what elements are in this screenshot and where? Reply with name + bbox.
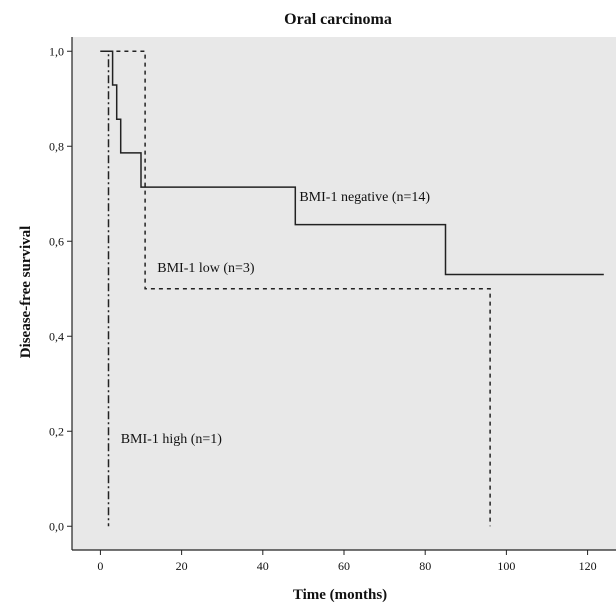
x-tick-label: 80 (419, 559, 431, 573)
x-axis-label: Time (months) (293, 587, 387, 603)
survival-curve-dashed (100, 50, 491, 527)
survival-curve-solid (100, 50, 604, 276)
y-tick-label: 0,6 (49, 234, 64, 248)
y-tick-label: 0,8 (49, 139, 64, 153)
x-tick-label: 120 (579, 559, 597, 573)
annotation-layer: BMI-1 negative (n=14) BMI-1 low (n=3) BMI-… (121, 190, 431, 447)
y-ticks: 0,0 0,2 0,4 0,6 0,8 1,0 (49, 44, 72, 533)
x-tick-label: 0 (97, 559, 103, 573)
y-tick-label: 0,2 (49, 424, 64, 438)
series-annotation: BMI-1 negative (n=14) (299, 190, 430, 205)
chart-title: Oral carcinoma (284, 11, 392, 28)
series-layer (100, 50, 604, 527)
y-tick-label: 0,4 (49, 329, 64, 343)
x-tick-label: 40 (257, 559, 269, 573)
x-tick-label: 100 (497, 559, 515, 573)
series-annotation: BMI-1 low (n=3) (157, 261, 255, 276)
x-ticks: 0 20 40 60 80 100 120 (97, 550, 597, 573)
survival-curve-dashdot (100, 50, 110, 527)
y-axis-label: Disease-free survival (18, 226, 34, 359)
y-tick-label: 1,0 (49, 44, 64, 58)
x-tick-label: 20 (176, 559, 188, 573)
x-tick-label: 60 (338, 559, 350, 573)
plot-area (72, 37, 616, 550)
series-annotation: BMI-1 high (n=1) (121, 432, 223, 447)
y-tick-label: 0,0 (49, 519, 64, 533)
